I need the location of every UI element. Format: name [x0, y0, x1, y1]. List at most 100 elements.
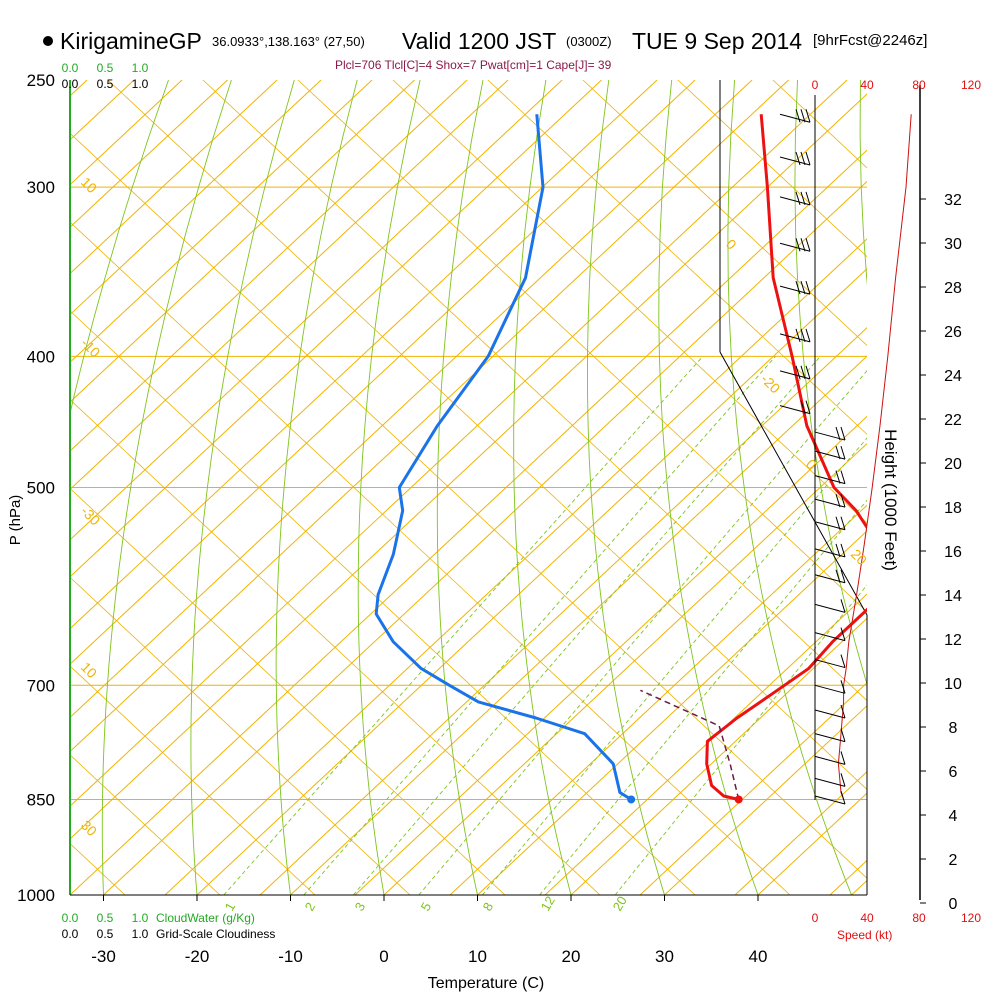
wind-barb — [779, 151, 811, 166]
station-name: KirigamineGP — [60, 28, 202, 54]
wind-barb-staff — [814, 755, 846, 765]
pressure-tick-label: 400 — [27, 347, 55, 366]
isotherm-line — [354, 415, 867, 895]
wind-barb — [814, 627, 846, 642]
dry-adiabat — [986, 80, 1000, 895]
wind-barb — [814, 773, 846, 787]
cloudwater-scale-label: 0.0 — [62, 61, 79, 75]
height-tick-label: 26 — [944, 324, 962, 341]
wind-barb-flag — [805, 151, 811, 166]
wind-barb-flag — [840, 543, 846, 558]
wind-barb-flag — [840, 627, 846, 641]
wind-barb-flag — [840, 493, 846, 508]
cloudiness-scale-label: 1.0 — [132, 927, 149, 941]
wind-barb-flag — [840, 445, 846, 460]
wind-scale-label: 120 — [961, 911, 981, 925]
wind-barb-flag — [835, 516, 841, 530]
cloudiness-scale-label: 0.0 — [62, 77, 79, 91]
height-tick-label: 20 — [944, 456, 962, 473]
wind-barb-flag — [840, 569, 846, 583]
isotherm-label: 20 — [848, 546, 870, 568]
wind-barb-flag — [800, 151, 806, 166]
wind-barb-staff — [814, 574, 846, 584]
wind-barb — [779, 365, 811, 380]
station-dot-icon — [43, 36, 53, 46]
valid-time: Valid 1200 JST — [402, 28, 557, 54]
wind-barb-flag — [805, 400, 811, 414]
wind-barb — [779, 109, 811, 123]
x-tick-label: 0 — [379, 947, 388, 966]
isotherm-line — [164, 238, 867, 895]
mixing-ratio-label: 20 — [610, 893, 630, 913]
wind-barb-staff — [779, 242, 811, 252]
x-tick-label: 20 — [562, 947, 581, 966]
wind-barb — [814, 654, 846, 669]
wind-barb-flag — [805, 328, 811, 342]
isotherm-line — [544, 593, 867, 895]
isotherm-line — [103, 180, 867, 895]
y-axis-title: P (hPa) — [7, 495, 24, 546]
wind-barb — [814, 704, 846, 719]
cloudiness-title: Grid-Scale Cloudiness — [156, 927, 275, 941]
wind-barb-flag — [835, 426, 841, 441]
wind-barb-flag — [835, 569, 841, 583]
guide-line — [487, 80, 867, 435]
isotherm-label: 30 — [78, 817, 100, 839]
isotherm-line — [664, 705, 867, 895]
wind-barb — [814, 470, 846, 485]
wind-barb-flag — [805, 281, 811, 295]
height-tick-label: 6 — [949, 764, 958, 781]
isotherm-line — [851, 879, 867, 895]
wind-barb-flag — [835, 493, 841, 508]
cloudwater-scale-label: 1.0 — [132, 911, 149, 925]
wind-barb-flag — [805, 365, 811, 379]
height-tick-label: 16 — [944, 544, 962, 561]
mixing-ratio-line — [352, 356, 821, 895]
guide-line — [70, 487, 506, 895]
panel-divider — [719, 351, 868, 895]
wind-scale-label: 120 — [961, 78, 981, 92]
cloudiness-scale-label: 1.0 — [132, 77, 149, 91]
isotherm-line — [70, 80, 563, 541]
cloudwater-scale-label: 1.0 — [132, 61, 149, 75]
isotherm-line — [70, 80, 415, 403]
wind-barb-staff — [779, 285, 811, 295]
height-tick-label: 10 — [944, 676, 962, 693]
wind-barb-flag — [800, 109, 806, 123]
guide-line — [70, 310, 696, 895]
guide-line — [70, 221, 791, 895]
height-tick-label: 28 — [944, 280, 962, 297]
wind-barb-staff — [814, 733, 846, 743]
isotherm-line — [290, 355, 867, 895]
pressure-tick-label: 500 — [27, 479, 55, 498]
isotherm-line — [70, 80, 509, 491]
wind-barb — [814, 445, 846, 460]
wind-barb-flag — [795, 365, 801, 379]
wind-barb-staff — [814, 632, 846, 642]
guide-line — [70, 665, 316, 895]
x-tick-label: 40 — [749, 947, 768, 966]
wind-scale-label: 80 — [912, 78, 926, 92]
wind-barb-flag — [800, 238, 806, 252]
isotherm-label: 10 — [78, 659, 100, 681]
guide-line — [677, 80, 867, 258]
wind-barb-flag — [800, 281, 806, 295]
wind-barb — [814, 680, 846, 694]
wind-barb-staff — [814, 777, 846, 787]
wind-scale-label: 0 — [812, 911, 819, 925]
isotherm-label: -30 — [78, 503, 104, 529]
isotherm-line — [70, 80, 322, 316]
wind-barb-flag — [795, 328, 801, 342]
pressure-tick-label: 300 — [27, 178, 55, 197]
guide-line — [297, 80, 867, 613]
isotherm-line — [477, 530, 867, 895]
isotherm-line — [70, 80, 753, 719]
wind-speed-profile — [837, 114, 912, 800]
wind-barb-staff — [779, 405, 811, 415]
wind-barb — [814, 543, 846, 558]
guide-line — [70, 754, 221, 895]
cloudwater-title: CloudWater (g/Kg) — [156, 911, 255, 925]
wind-scale-label: 40 — [860, 78, 874, 92]
isotherm-label: -20 — [758, 371, 784, 397]
